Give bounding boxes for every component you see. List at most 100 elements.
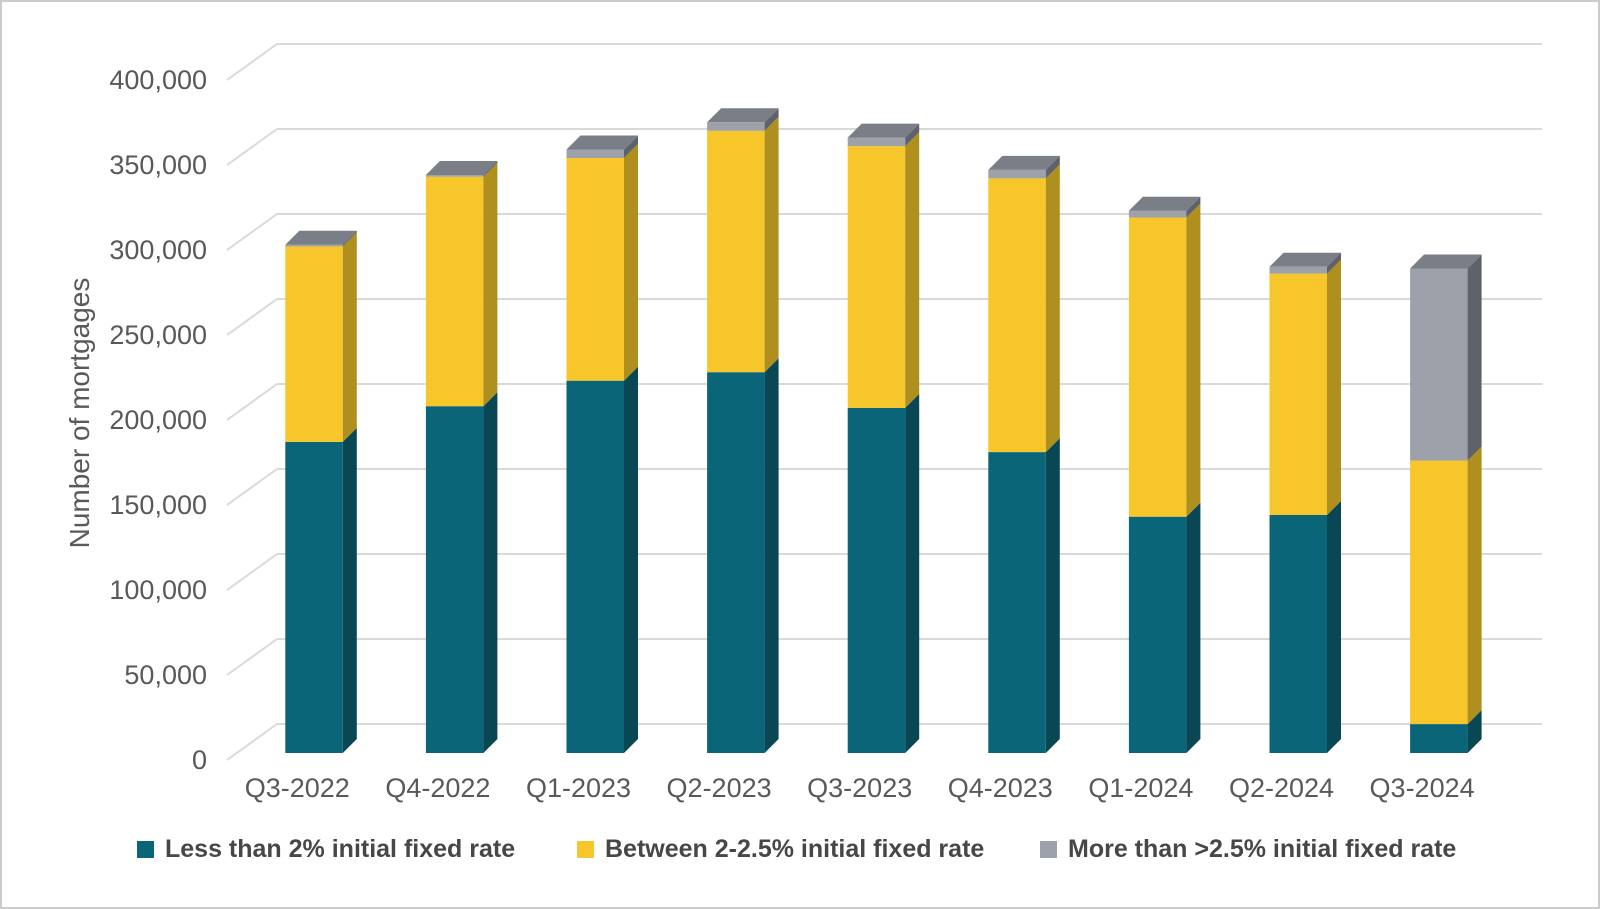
bar-segment-front: [1269, 273, 1327, 515]
gridline-elbow: [226, 383, 278, 421]
bar-segment-side: [342, 427, 357, 753]
bar-segment-side: [1186, 502, 1201, 753]
bar-top-face: [1269, 252, 1341, 267]
legend-item: Less than 2% initial fixed rate: [137, 834, 515, 864]
bar-segment-side: [764, 108, 779, 131]
bar-segment-side: [1467, 446, 1482, 725]
y-axis-title: Number of mortgages: [64, 277, 95, 549]
bar-segment-front: [707, 122, 765, 131]
bar-segment-front: [425, 406, 484, 753]
bar-segment-front: [425, 175, 484, 177]
bar-segment-front: [988, 452, 1046, 753]
bar-segment-front: [1128, 210, 1187, 218]
gridline-elbow: [226, 298, 278, 336]
y-tick-label: 200,000: [109, 405, 207, 435]
bar-segment-side: [1467, 254, 1482, 461]
y-tick-label: 100,000: [109, 575, 207, 605]
legend-swatch-gray: [1040, 840, 1057, 858]
bar-segment-front: [1410, 268, 1468, 461]
y-tick-label: 300,000: [109, 235, 207, 265]
bar-segment-side: [764, 358, 779, 753]
y-tick-label: 150,000: [109, 490, 207, 520]
bar-segment-front: [566, 158, 624, 381]
bar-segment-side: [1045, 155, 1060, 179]
bar-top-face: [425, 161, 498, 175]
bar-top-face: [1128, 196, 1201, 211]
x-category-label: Q2-2024: [1229, 773, 1334, 803]
bar-segment-front: [285, 246, 343, 442]
bar-segment-front: [1410, 724, 1468, 753]
x-category-label: Q1-2024: [1088, 773, 1193, 803]
bar-segment-side: [1186, 203, 1201, 517]
bar-top-face: [566, 135, 638, 150]
x-category-label: Q1-2023: [526, 773, 631, 803]
bar-segment-side: [624, 366, 638, 753]
bar-segment-front: [707, 372, 765, 753]
gridline-elbow: [226, 723, 278, 761]
y-tick-label: 400,000: [109, 65, 207, 95]
bar-segment-front: [707, 130, 765, 373]
bar-segment-side: [342, 230, 357, 247]
gridline-elbow: [226, 43, 278, 81]
legend-label: Less than 2% initial fixed rate: [165, 834, 516, 863]
bar-segment-front: [1128, 516, 1187, 753]
gridline-elbow: [226, 468, 278, 506]
legend-swatch-teal: [137, 840, 154, 858]
bar-segment-front: [847, 146, 906, 408]
legend-item: Between 2-2.5% initial fixed rate: [577, 834, 984, 864]
bar-segment-front: [1128, 217, 1187, 517]
bar-segment-side: [624, 144, 638, 381]
bar-segment-front: [847, 137, 906, 147]
bar-segment-side: [1327, 259, 1341, 515]
y-tick-label: 0: [192, 745, 207, 775]
y-tick-label: 250,000: [109, 320, 207, 350]
bar-segment-side: [624, 135, 638, 158]
bar-top-face: [707, 108, 779, 123]
x-category-label: Q3-2024: [1370, 773, 1475, 803]
bar-segment-side: [342, 232, 357, 442]
bar-segment-front: [285, 441, 343, 753]
bar-segment-front: [1410, 460, 1468, 725]
legend-label: Between 2-2.5% initial fixed rate: [605, 834, 985, 863]
x-category-label: Q3-2022: [245, 773, 350, 803]
x-category-label: Q3-2023: [807, 773, 912, 803]
bar-segment-side: [1327, 501, 1341, 753]
bar-segment-side: [764, 116, 779, 373]
legend-swatch-yellow: [577, 840, 594, 858]
bar-segment-side: [1045, 164, 1060, 453]
bar-segment-front: [847, 407, 906, 753]
bar-segment-side: [483, 161, 498, 177]
gridline-elbow: [226, 638, 278, 676]
gridline-elbow: [226, 128, 278, 166]
bar-segment-front: [566, 149, 624, 158]
legend-item: More than >2.5% initial fixed rate: [1040, 834, 1456, 864]
bar-segment-side: [1186, 196, 1201, 218]
bar-top-face: [988, 155, 1060, 170]
gridline-elbow: [226, 553, 278, 591]
bar-top-face: [285, 230, 357, 245]
bar-segment-front: [566, 380, 624, 753]
bar-segment-side: [1327, 252, 1341, 274]
x-category-label: Q4-2023: [948, 773, 1053, 803]
bar-segment-front: [285, 244, 343, 247]
bar-segment-side: [1467, 710, 1482, 753]
bar-segment-side: [905, 132, 920, 408]
x-category-label: Q4-2022: [385, 773, 490, 803]
bar-segment-side: [905, 123, 920, 147]
bar-segment-front: [988, 178, 1046, 453]
y-tick-label: 350,000: [109, 150, 207, 180]
bar-segment-side: [905, 393, 920, 753]
legend-label: More than >2.5% initial fixed rate: [1068, 834, 1457, 863]
bar-segment-front: [1269, 266, 1327, 274]
bar-segment-front: [1269, 515, 1327, 753]
bar-top-face: [847, 123, 920, 138]
gridline-elbow: [226, 213, 278, 251]
bar-segment-front: [425, 176, 484, 407]
bar-segment-side: [483, 162, 498, 407]
y-tick-label: 50,000: [124, 660, 207, 690]
x-category-label: Q2-2023: [667, 773, 772, 803]
bar-segment-front: [988, 169, 1046, 179]
bar-top-face: [1410, 254, 1482, 269]
